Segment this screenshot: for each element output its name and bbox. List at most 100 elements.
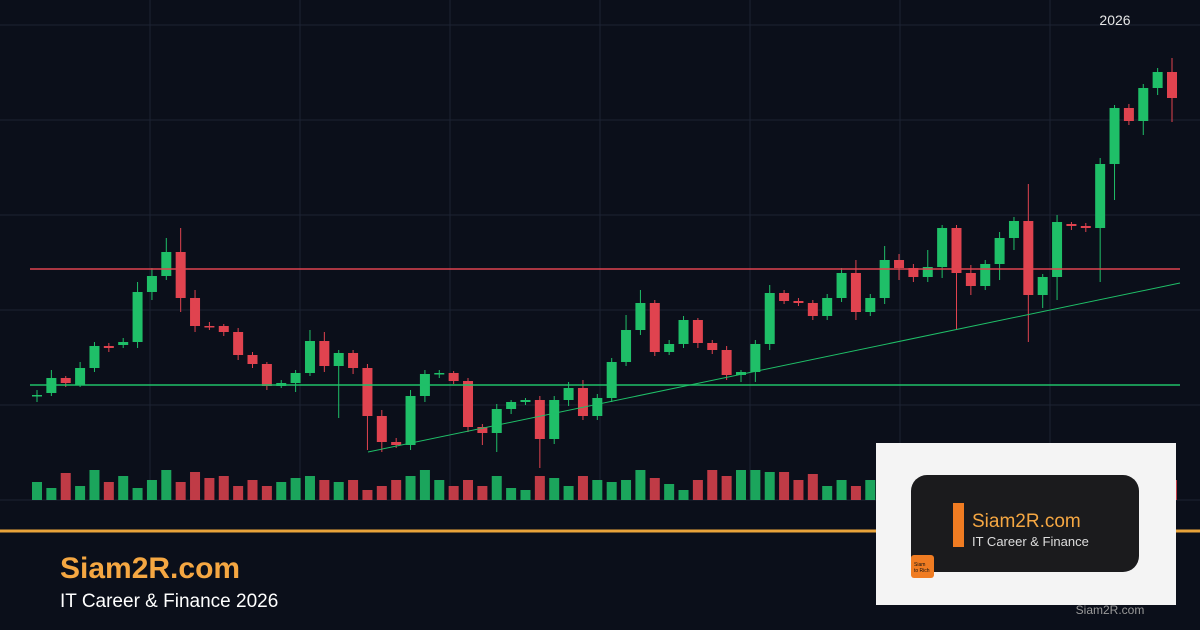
candle-body <box>204 326 215 328</box>
candle-body <box>376 416 387 442</box>
candle-body <box>707 343 718 350</box>
volume-bar <box>319 480 330 500</box>
volume-bar <box>333 482 344 500</box>
overlay-accent <box>953 503 964 547</box>
candle-body <box>534 400 545 439</box>
volume-bar <box>649 478 660 500</box>
volume-bar <box>807 474 818 500</box>
volume-bar <box>664 484 675 500</box>
candle-body <box>577 388 588 416</box>
candle-body <box>520 400 531 402</box>
candle-body <box>894 260 905 268</box>
overlay-subtitle: IT Career & Finance <box>972 534 1089 549</box>
volume-bar <box>376 486 387 500</box>
candle-body <box>362 368 373 416</box>
candle-body <box>865 298 876 312</box>
candle-body <box>60 378 71 383</box>
candle-body <box>190 298 201 326</box>
candle-body <box>678 320 689 344</box>
overlay-title: Siam2R.com <box>972 511 1081 532</box>
candle-body <box>132 292 143 342</box>
volume-bar <box>405 476 416 500</box>
volume-bar <box>103 482 114 500</box>
candle-body <box>1023 221 1034 295</box>
volume-bar <box>290 478 301 500</box>
candle-body <box>779 293 790 301</box>
volume-bar <box>161 470 172 500</box>
volume-bar <box>118 476 129 500</box>
candle-body <box>807 303 818 316</box>
candle-body <box>1080 226 1091 228</box>
volume-bar <box>32 482 42 500</box>
volume-bar <box>707 470 718 500</box>
candle-body <box>261 364 272 386</box>
volume-bar <box>276 482 287 500</box>
candle-body <box>649 303 660 352</box>
volume-bar <box>520 490 531 500</box>
candle-body <box>448 373 459 381</box>
overlay: Siam2R.com IT Career & Finance Siam to R… <box>876 443 1176 617</box>
candle-body <box>391 442 402 445</box>
watermark: Siam2R.com <box>1076 603 1145 617</box>
volume-bar <box>764 472 775 500</box>
volume-bar <box>836 480 847 500</box>
candle-body <box>836 273 847 298</box>
candle-body <box>290 373 301 383</box>
candle-body <box>592 398 603 416</box>
volume-bar <box>592 480 603 500</box>
candle-body <box>1066 224 1077 226</box>
volume-bar <box>60 473 71 500</box>
overlay-logo-bottom: to Rich <box>914 568 930 574</box>
candle-body <box>563 388 574 400</box>
volume-bar <box>735 470 746 500</box>
candle-body <box>735 372 746 375</box>
overlay-card <box>911 475 1139 572</box>
candle-body <box>1167 72 1177 98</box>
volume-bar <box>348 480 359 500</box>
candle-body <box>118 342 129 345</box>
volume-bar <box>793 480 804 500</box>
volume-bar <box>304 476 315 500</box>
candle-body <box>506 402 517 409</box>
volume-bar <box>247 480 258 500</box>
volume-bar <box>190 472 201 500</box>
volume-bar <box>577 476 588 500</box>
candle-body <box>721 350 732 375</box>
year-label: 2026 <box>1099 12 1130 28</box>
candle-body <box>247 355 258 364</box>
volume-bar <box>477 486 488 500</box>
candle-body <box>1008 221 1019 238</box>
overlay-logo <box>911 555 934 578</box>
candle-body <box>477 427 488 433</box>
volume-bar <box>678 490 689 500</box>
candle-body <box>75 368 86 385</box>
volume-bar <box>779 472 790 500</box>
candle-body <box>1123 108 1134 121</box>
volume-bar <box>549 478 560 500</box>
candle-body <box>1138 88 1149 121</box>
volume-bar <box>621 480 632 500</box>
volume-bar <box>865 480 876 500</box>
candle-body <box>319 341 330 366</box>
candle-body <box>1095 164 1106 228</box>
candle-body <box>922 267 933 277</box>
volume-bar <box>146 480 157 500</box>
candle-body <box>146 276 157 292</box>
volume-bar <box>175 482 186 500</box>
candle-body <box>348 353 359 368</box>
volume-bar <box>506 488 517 500</box>
candle-body <box>1037 277 1048 295</box>
candle-body <box>175 252 186 298</box>
volume-bar <box>419 470 430 500</box>
candle-body <box>764 293 775 344</box>
candle-body <box>879 260 890 298</box>
volume-bar <box>850 486 861 500</box>
footer-brand: Siam2R.com <box>60 552 240 585</box>
candle-body <box>491 409 502 433</box>
candle-body <box>937 228 948 267</box>
volume-bar <box>491 476 502 500</box>
candle-body <box>463 381 474 427</box>
candle-body <box>161 252 172 276</box>
candle-body <box>304 341 315 373</box>
